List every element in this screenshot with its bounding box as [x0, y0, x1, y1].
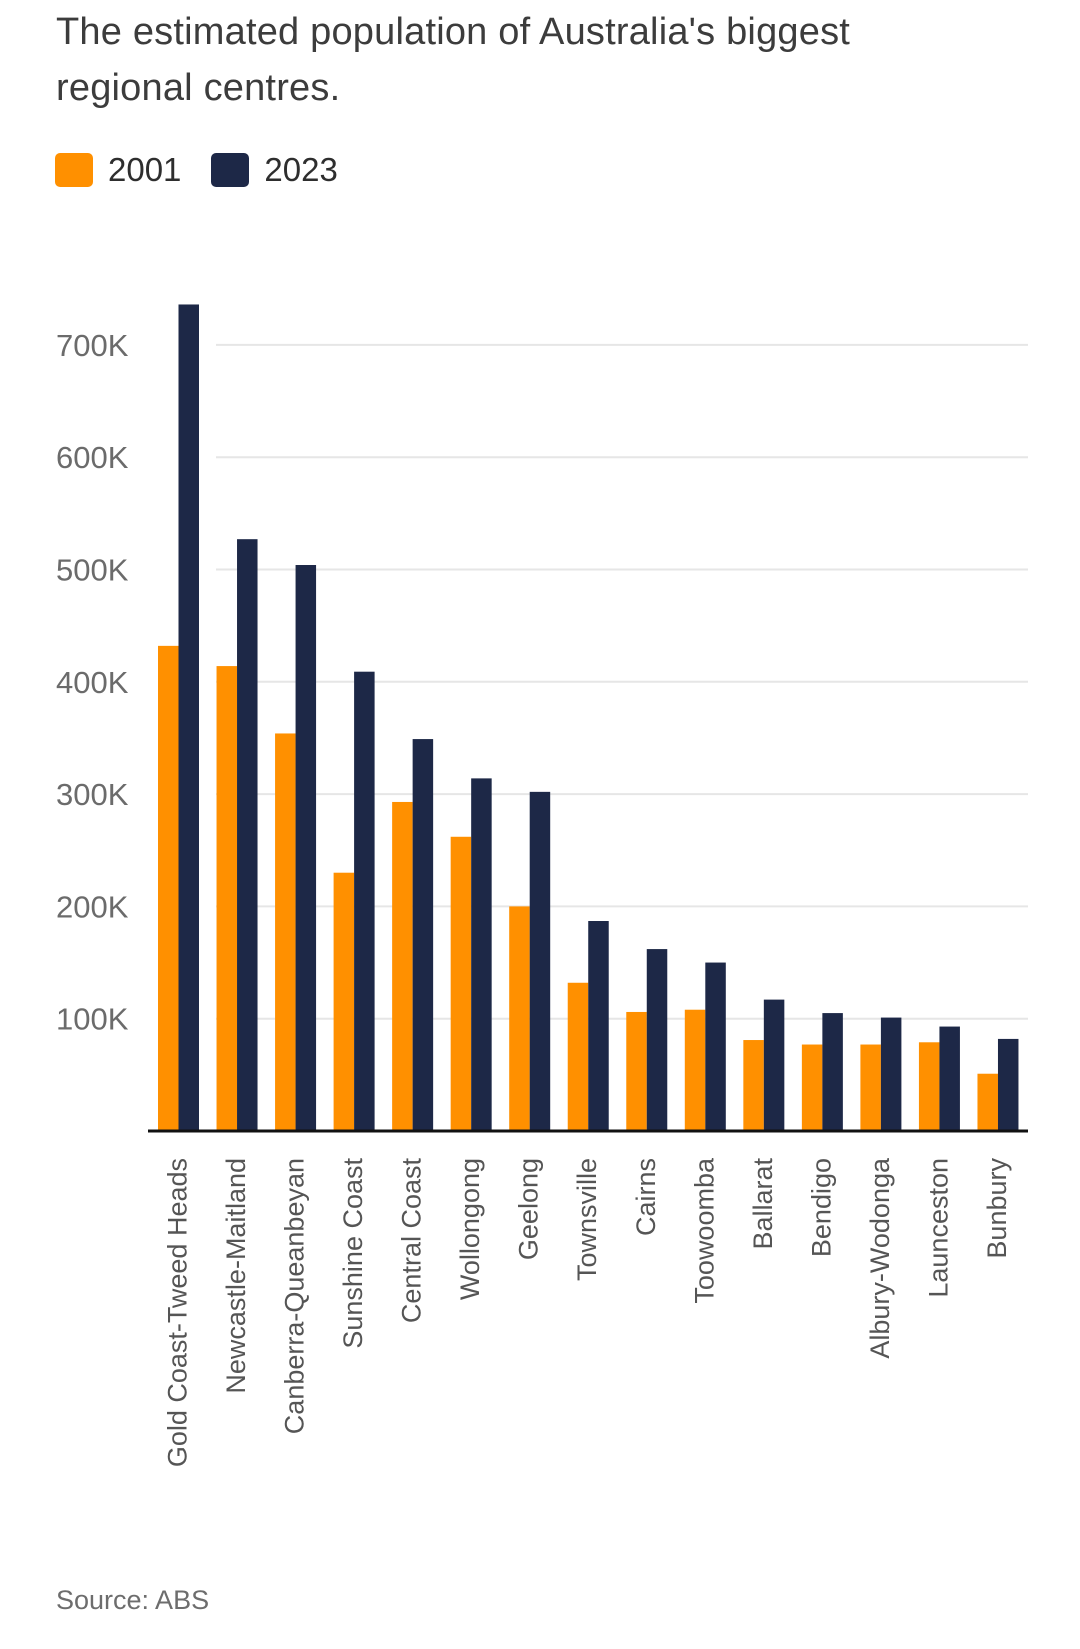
x-tick-label-13: Launceston — [923, 1158, 953, 1298]
x-tick-label-2: Canberra-Queanbeyan — [280, 1158, 310, 1434]
x-tick-label-14: Bunbury — [982, 1158, 1012, 1259]
x-tick-label-1: Newcastle-Maitland — [221, 1158, 251, 1394]
legend-swatch-2023 — [211, 153, 250, 187]
bar-2001-13 — [918, 1042, 940, 1131]
y-tick-label-100K: 100K — [56, 1002, 129, 1037]
bar-2023-8 — [646, 949, 668, 1131]
legend-item-2001: 2001 — [55, 151, 181, 189]
bar-2001-5 — [450, 836, 472, 1131]
bar-2023-11 — [822, 1013, 843, 1131]
bar-2001-12 — [860, 1044, 881, 1131]
x-tick-label-11: Bendigo — [806, 1158, 836, 1257]
bar-2023-14 — [997, 1038, 1019, 1131]
bar-2001-0 — [158, 645, 179, 1131]
x-tick-label-0: Gold Coast-Tweed Heads — [163, 1158, 193, 1467]
x-tick-label-6: Geelong — [514, 1158, 544, 1260]
chart-title: The estimated population of Australia's … — [56, 11, 851, 109]
bar-2023-6 — [529, 791, 551, 1131]
x-tick-label-4: Central Coast — [397, 1158, 427, 1324]
y-tick-label-200K: 200K — [56, 889, 129, 924]
bar-2023-13 — [939, 1026, 960, 1131]
bar-2001-3 — [333, 872, 355, 1131]
legend-label-2023: 2023 — [264, 151, 338, 188]
y-tick-label-300K: 300K — [56, 777, 129, 812]
y-tick-label-400K: 400K — [56, 665, 129, 700]
bar-2023-5 — [471, 778, 492, 1131]
bar-2023-9 — [705, 962, 726, 1131]
x-tick-label-8: Cairns — [631, 1158, 661, 1236]
bar-2001-4 — [392, 801, 413, 1131]
legend-swatch-2001 — [55, 153, 93, 187]
x-tick-label-5: Wollongong — [455, 1158, 485, 1300]
y-tick-label-700K: 700K — [56, 328, 129, 363]
bar-2023-1 — [237, 539, 258, 1131]
y-tick-label-600K: 600K — [56, 440, 129, 475]
source-note: Source: ABS — [56, 1585, 210, 1615]
x-tick-label-10: Ballarat — [748, 1158, 778, 1250]
bar-2023-4 — [412, 739, 434, 1131]
legend-item-2023: 2023 — [211, 151, 338, 189]
bar-2001-14 — [977, 1073, 998, 1131]
bar-chart: 100K 200K 300K 400K 500K 600K 700K Gold Coast-T… — [56, 304, 1028, 1467]
y-tick-label-500K: 500K — [56, 553, 129, 588]
bar-2001-2 — [275, 733, 296, 1131]
bar-2023-0 — [178, 304, 199, 1131]
bar-2001-8 — [626, 1011, 647, 1131]
bar-2023-12 — [880, 1017, 902, 1131]
bar-2023-3 — [354, 671, 375, 1131]
bar-2001-1 — [216, 666, 238, 1131]
bar-2023-2 — [295, 565, 317, 1131]
chart-legend: 2001 2023 — [55, 150, 368, 190]
bar-2023-10 — [763, 999, 785, 1131]
bar-2001-9 — [684, 1009, 706, 1131]
x-tick-label-9: Toowoomba — [689, 1157, 719, 1304]
bar-2023-7 — [588, 920, 609, 1131]
bar-2001-6 — [509, 906, 530, 1131]
bar-2001-7 — [567, 982, 589, 1131]
legend-label-2001: 2001 — [108, 151, 182, 188]
x-tick-label-12: Albury-Wodonga — [865, 1157, 895, 1359]
bar-2001-11 — [801, 1044, 823, 1131]
bar-2001-10 — [743, 1040, 764, 1131]
x-tick-label-3: Sunshine Coast — [338, 1158, 368, 1349]
x-tick-label-7: Townsville — [572, 1158, 602, 1281]
